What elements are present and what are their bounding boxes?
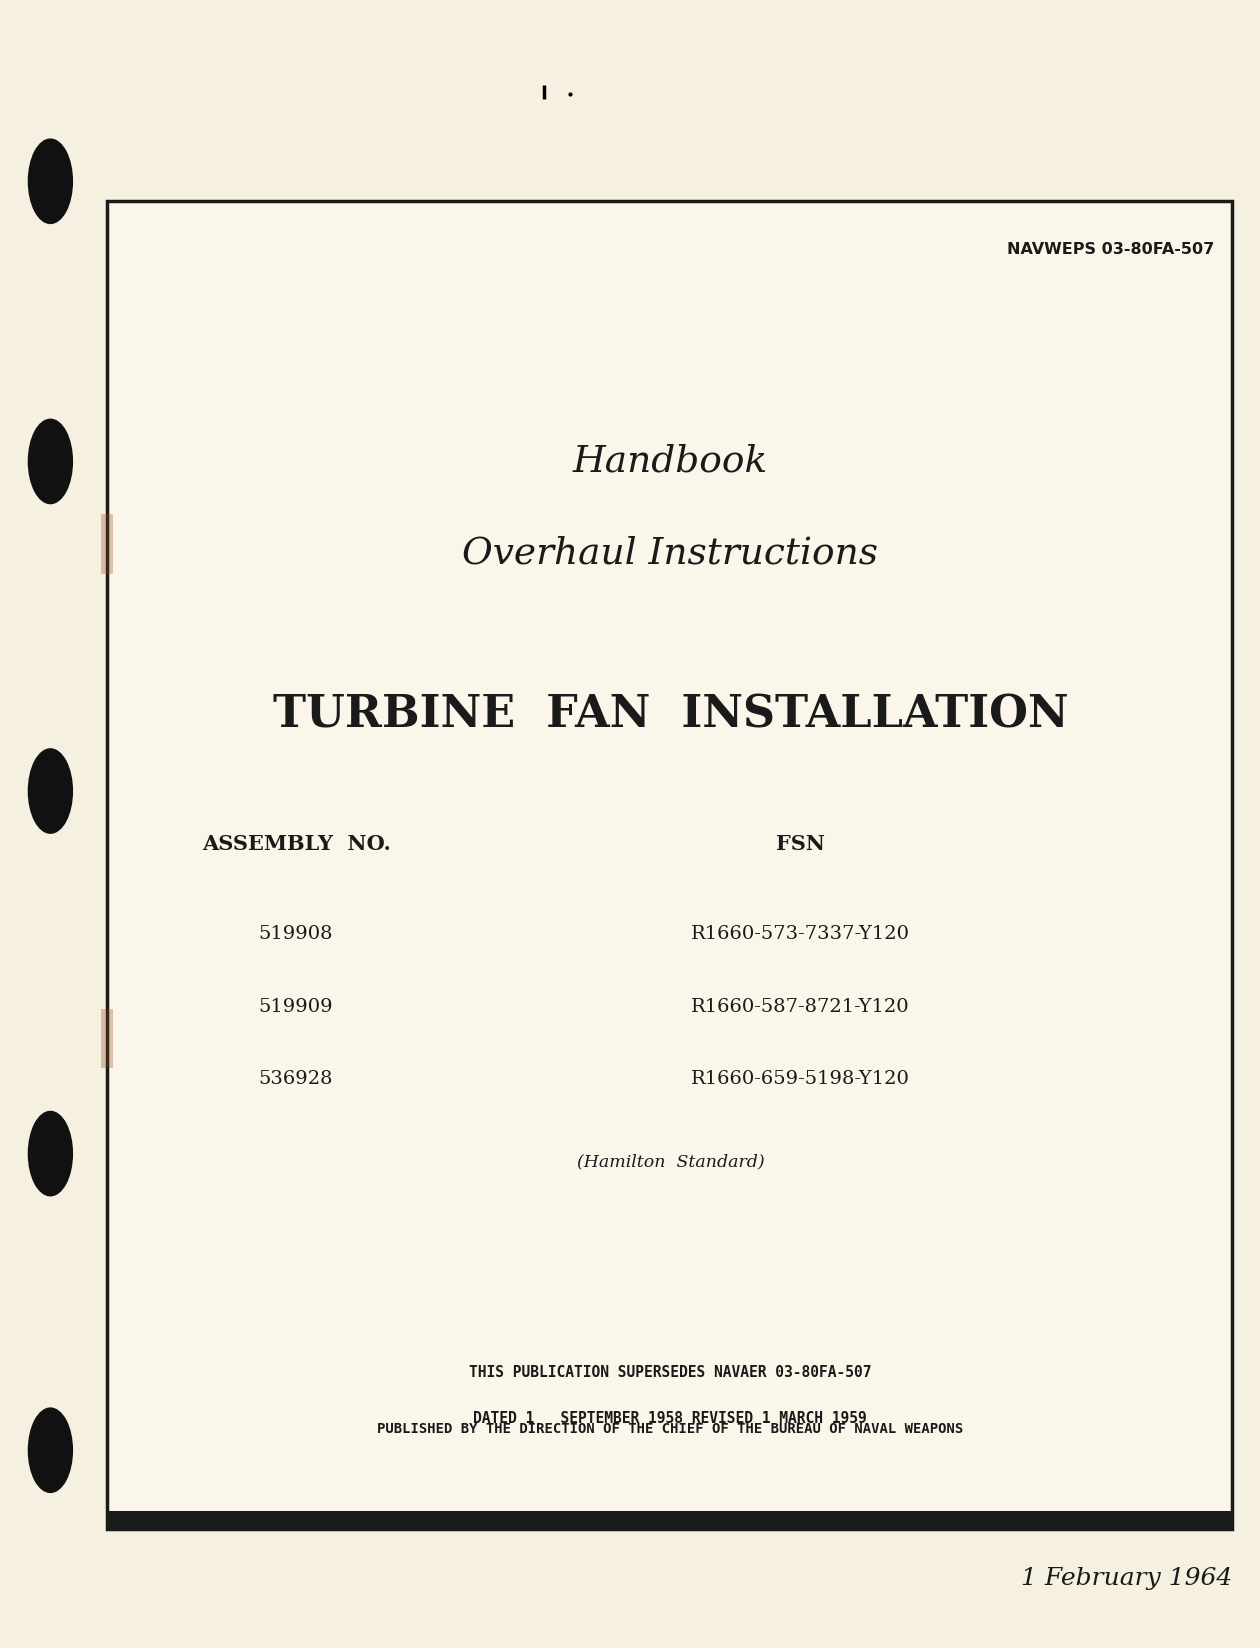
Text: Overhaul Instructions: Overhaul Instructions — [462, 536, 878, 572]
Text: ASSEMBLY  NO.: ASSEMBLY NO. — [202, 834, 391, 854]
Text: PUBLISHED BY THE DIRECTION OF THE CHIEF OF THE BUREAU OF NAVAL WEAPONS: PUBLISHED BY THE DIRECTION OF THE CHIEF … — [377, 1422, 964, 1435]
Ellipse shape — [28, 138, 73, 224]
FancyBboxPatch shape — [107, 1511, 1232, 1529]
FancyBboxPatch shape — [101, 1009, 113, 1068]
FancyBboxPatch shape — [107, 201, 1232, 1529]
Text: 1 February 1964: 1 February 1964 — [1021, 1567, 1232, 1590]
Ellipse shape — [28, 1111, 73, 1196]
Text: THIS PUBLICATION SUPERSEDES NAVAER 03-80FA-507: THIS PUBLICATION SUPERSEDES NAVAER 03-80… — [469, 1365, 872, 1381]
Text: R1660-659-5198-Y120: R1660-659-5198-Y120 — [690, 1071, 910, 1088]
Text: 519908: 519908 — [258, 926, 334, 943]
Text: 519909: 519909 — [258, 999, 334, 1015]
Text: NAVWEPS 03-80FA-507: NAVWEPS 03-80FA-507 — [1008, 242, 1215, 257]
Text: R1660-587-8721-Y120: R1660-587-8721-Y120 — [690, 999, 910, 1015]
Ellipse shape — [28, 419, 73, 504]
FancyBboxPatch shape — [101, 514, 113, 574]
Text: (Hamilton  Standard): (Hamilton Standard) — [577, 1154, 764, 1170]
Text: DATED 1   SEPTEMBER 1958 REVISED 1 MARCH 1959: DATED 1 SEPTEMBER 1958 REVISED 1 MARCH 1… — [474, 1411, 867, 1427]
Ellipse shape — [28, 1407, 73, 1493]
Text: FSN: FSN — [776, 834, 824, 854]
Ellipse shape — [28, 748, 73, 834]
Text: Handbook: Handbook — [573, 443, 767, 480]
Text: TURBINE  FAN  INSTALLATION: TURBINE FAN INSTALLATION — [272, 694, 1068, 737]
Text: 536928: 536928 — [258, 1071, 334, 1088]
Text: R1660-573-7337-Y120: R1660-573-7337-Y120 — [690, 926, 910, 943]
